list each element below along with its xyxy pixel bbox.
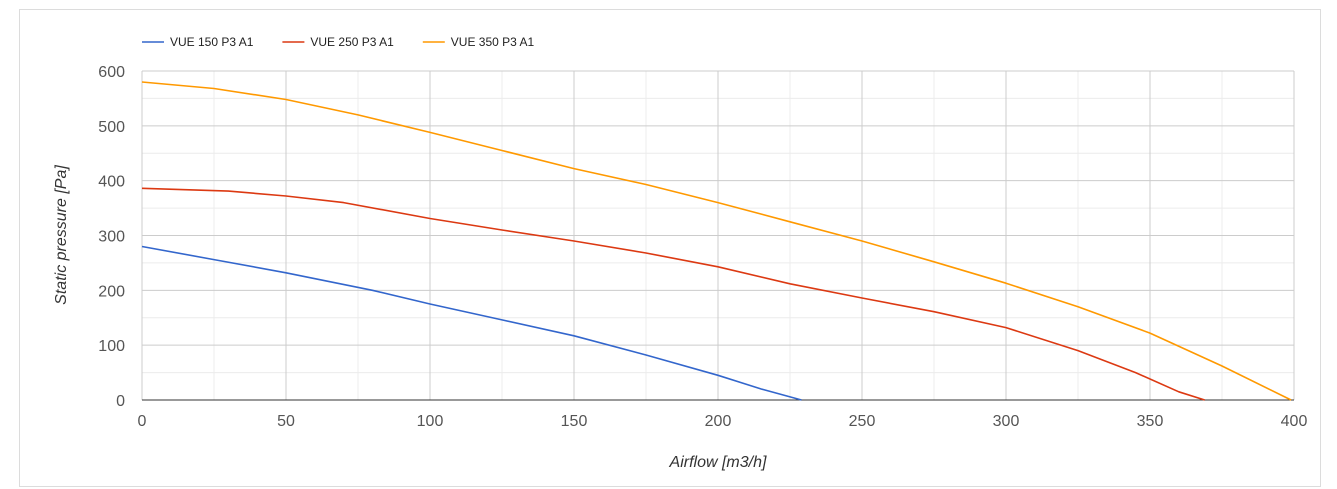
y-tick-label: 100: [98, 338, 125, 355]
y-tick-label: 400: [98, 174, 125, 191]
legend: VUE 150 P3 A1 VUE 250 P3 A1 VUE 350 P3 A1: [142, 35, 535, 49]
legend-item-0: VUE 150 P3 A1: [142, 35, 254, 49]
x-tick-label: 50: [277, 413, 295, 430]
legend-item-1: VUE 250 P3 A1: [282, 35, 394, 49]
legend-label: VUE 350 P3 A1: [451, 35, 535, 49]
x-axis-title: Airflow [m3/h]: [669, 454, 767, 471]
y-tick-label: 200: [98, 283, 125, 300]
x-tick-label: 150: [561, 413, 588, 430]
series-line-1: [141, 187, 1205, 401]
y-tick-label: 300: [98, 229, 125, 246]
x-tick-label: 400: [1281, 413, 1308, 430]
legend-label: VUE 250 P3 A1: [310, 35, 394, 49]
y-tick-label: 0: [116, 393, 125, 410]
chart-frame: [19, 9, 1321, 487]
x-tick-label: 350: [1137, 413, 1164, 430]
series-line-0: [141, 245, 802, 401]
y-tick-label: 500: [98, 119, 125, 136]
series-group: [141, 81, 1292, 401]
x-tick-label: 100: [417, 413, 444, 430]
axes: 0 50 100 150 200 250 300 350 400 0 100 200 300 400 500…: [98, 64, 1307, 430]
legend-label: VUE 150 P3 A1: [170, 35, 254, 49]
x-tick-label: 250: [849, 413, 876, 430]
x-tick-label: 200: [705, 413, 732, 430]
y-axis-title: Static pressure [Pa]: [53, 165, 70, 305]
grid: [141, 70, 1295, 400]
series-line-2: [141, 81, 1292, 401]
legend-item-2: VUE 350 P3 A1: [422, 35, 535, 49]
x-tick-label: 0: [138, 413, 147, 430]
x-tick-label: 300: [993, 413, 1020, 430]
y-tick-label: 600: [98, 64, 125, 81]
